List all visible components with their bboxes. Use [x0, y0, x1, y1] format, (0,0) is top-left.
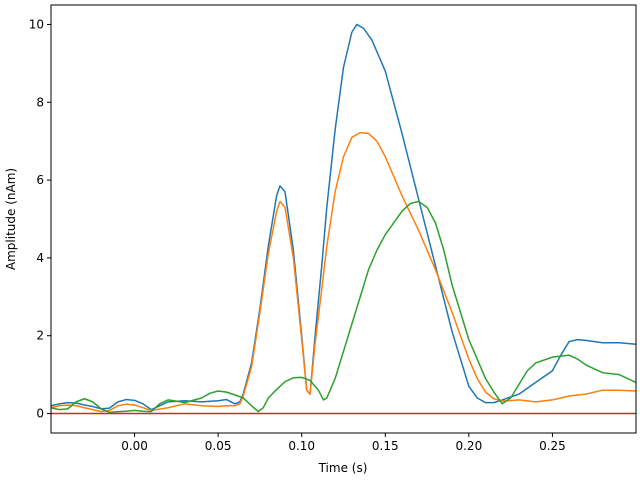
x-tick-label: 0.15	[372, 439, 399, 453]
y-tick-label: 4	[36, 251, 44, 265]
x-tick-label: 0.05	[205, 439, 232, 453]
x-axis-ticks: 0.00 0.05 0.10 0.15 0.20 0.25	[121, 433, 566, 453]
x-axis-label: Time (s)	[318, 461, 368, 475]
series-line-3	[50, 200, 637, 414]
y-axis-label: Amplitude (nAm)	[4, 168, 18, 270]
x-tick-label: 0.00	[121, 439, 148, 453]
y-tick-label: 10	[29, 17, 44, 31]
x-tick-label: 0.10	[288, 439, 315, 453]
y-tick-label: 0	[36, 407, 44, 421]
x-tick-label: 0.25	[539, 439, 566, 453]
y-axis-ticks: 0 2 4 6 8 10	[29, 17, 51, 421]
plot-frame	[50, 4, 637, 434]
y-tick-label: 6	[36, 173, 44, 187]
y-tick-label: 2	[36, 329, 44, 343]
y-tick-label: 8	[36, 95, 44, 109]
x-tick-label: 0.20	[455, 439, 482, 453]
series-layer	[50, 23, 637, 415]
series-line-2	[50, 131, 637, 413]
